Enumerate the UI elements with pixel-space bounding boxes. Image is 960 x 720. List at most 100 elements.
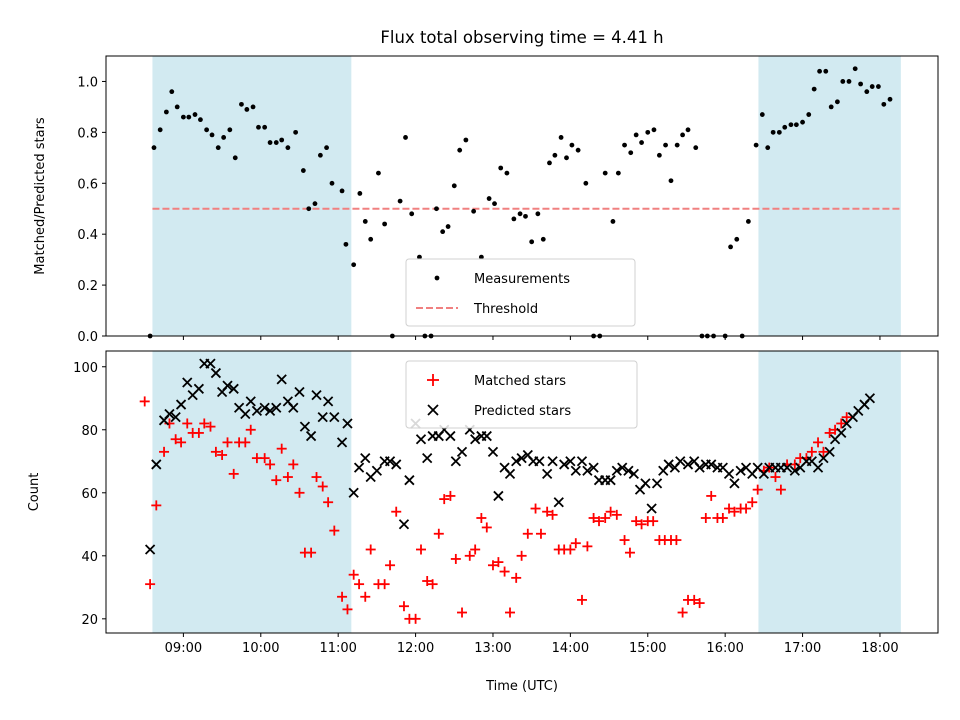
predicted-stars-point (164, 408, 175, 420)
top-panel: 0.0 0.2 0.4 0.6 0.8 1.0 Matched/Predicted sta… (33, 55, 939, 345)
bottom-y-tick-label: 60 (81, 487, 98, 502)
matched-stars-point (205, 421, 216, 432)
measurement-point (329, 180, 335, 186)
matched-stars-point (605, 506, 616, 517)
predicted-stars-point (836, 427, 847, 439)
top-y-axis-label: Matched/Predicted stars (33, 117, 48, 275)
matched-stars-point (747, 497, 758, 508)
measurement-point (151, 145, 157, 151)
matched-stars-point (139, 396, 150, 407)
measurement-point (674, 142, 680, 148)
matched-stars-point (151, 500, 162, 511)
measurement-point (693, 145, 699, 151)
measurement-point (351, 262, 357, 268)
measurement-point (610, 219, 616, 224)
measurement-point (575, 147, 581, 153)
measurement-point (498, 165, 504, 171)
measurement-point (300, 168, 306, 173)
measurement-point (569, 142, 575, 148)
matched-stars-point (170, 434, 181, 445)
top-y-tick-label: 0.4 (77, 228, 98, 243)
measurement-point (540, 236, 546, 242)
legend-predicted-marker (427, 404, 439, 416)
measurement-point (306, 206, 312, 212)
measurement-point (840, 79, 846, 84)
predicted-stars-point (144, 544, 156, 555)
chart-title: Flux total observing time = 4.41 h (380, 28, 663, 47)
predicted-stars-point (391, 459, 402, 470)
matched-stars-point (530, 503, 541, 514)
matched-stars-point (600, 512, 611, 523)
measurement-point (221, 135, 227, 140)
predicted-stars-point (781, 462, 793, 473)
predicted-stars-point (628, 468, 639, 480)
matched-stars-point (570, 538, 581, 549)
bottom-plot-area (139, 358, 876, 624)
measurement-point (728, 244, 733, 250)
matched-stars-point (282, 472, 293, 483)
matched-stars-point (240, 437, 251, 448)
matched-stars-point (619, 535, 630, 546)
matched-stars-point (464, 550, 475, 561)
matched-stars-point (476, 512, 487, 523)
measurement-point (800, 119, 805, 125)
measurement-point (753, 142, 759, 148)
matched-stars-point (245, 424, 256, 435)
top-y-tick-label: 0.0 (77, 330, 98, 345)
predicted-stars-point (294, 386, 305, 398)
legend-measurements-marker (434, 275, 440, 281)
measurement-point (828, 104, 834, 110)
measurement-point (793, 122, 799, 128)
matched-stars-point (841, 412, 852, 423)
predicted-stars-point (493, 490, 504, 502)
measurement-point (169, 89, 175, 95)
predicted-stars-point (694, 462, 705, 473)
top-y-tick-label: 0.8 (77, 126, 98, 141)
matched-stars-point (724, 503, 735, 514)
matched-stars-point (337, 591, 348, 602)
matched-stars-point (836, 418, 847, 429)
measurement-point (186, 114, 192, 120)
measurement-point (434, 206, 439, 212)
matched-stars-point (547, 509, 558, 520)
matched-stars-point (391, 506, 402, 517)
predicted-stars-point (570, 465, 581, 476)
measurement-point (250, 104, 256, 110)
matched-stars-point (354, 579, 365, 590)
predicted-stars-point (611, 465, 622, 476)
matched-stars-point (806, 446, 817, 457)
predicted-stars-point (623, 465, 634, 476)
measurement-point (362, 219, 368, 224)
matched-stars-point (217, 449, 228, 460)
bottom-y-tick-label: 20 (81, 613, 98, 628)
predicted-stars-point (565, 456, 576, 467)
measurement-point (558, 135, 564, 140)
matched-stars-point (588, 512, 599, 523)
measurement-point (529, 239, 535, 245)
matched-stars-point (813, 437, 824, 448)
measurement-point (317, 152, 323, 158)
predicted-stars-point (723, 468, 735, 480)
matched-stars-point (576, 594, 587, 605)
matched-stars-point (265, 459, 276, 470)
matched-stars-point (329, 525, 340, 536)
predicted-stars-point (789, 465, 800, 476)
matched-stars-point (259, 453, 270, 464)
predicted-stars-point (288, 402, 299, 413)
bottom-y-tick-label: 40 (81, 550, 98, 565)
matched-stars-point (348, 569, 359, 580)
measurement-point (517, 211, 523, 217)
predicted-stars-point (299, 421, 311, 432)
predicted-stars-point (576, 456, 588, 467)
bottom-axes-frame (105, 350, 939, 634)
predicted-stars-point (210, 367, 222, 379)
measurement-point (887, 96, 893, 102)
matched-stars-point (729, 506, 740, 517)
matched-stars-point (145, 579, 156, 590)
matched-stars-point (182, 418, 193, 429)
matched-stars-point (636, 519, 647, 530)
predicted-stars-point (251, 405, 263, 417)
predicted-stars-point (342, 418, 353, 429)
predicted-stars-point (588, 462, 599, 473)
matched-stars-point (311, 472, 322, 483)
